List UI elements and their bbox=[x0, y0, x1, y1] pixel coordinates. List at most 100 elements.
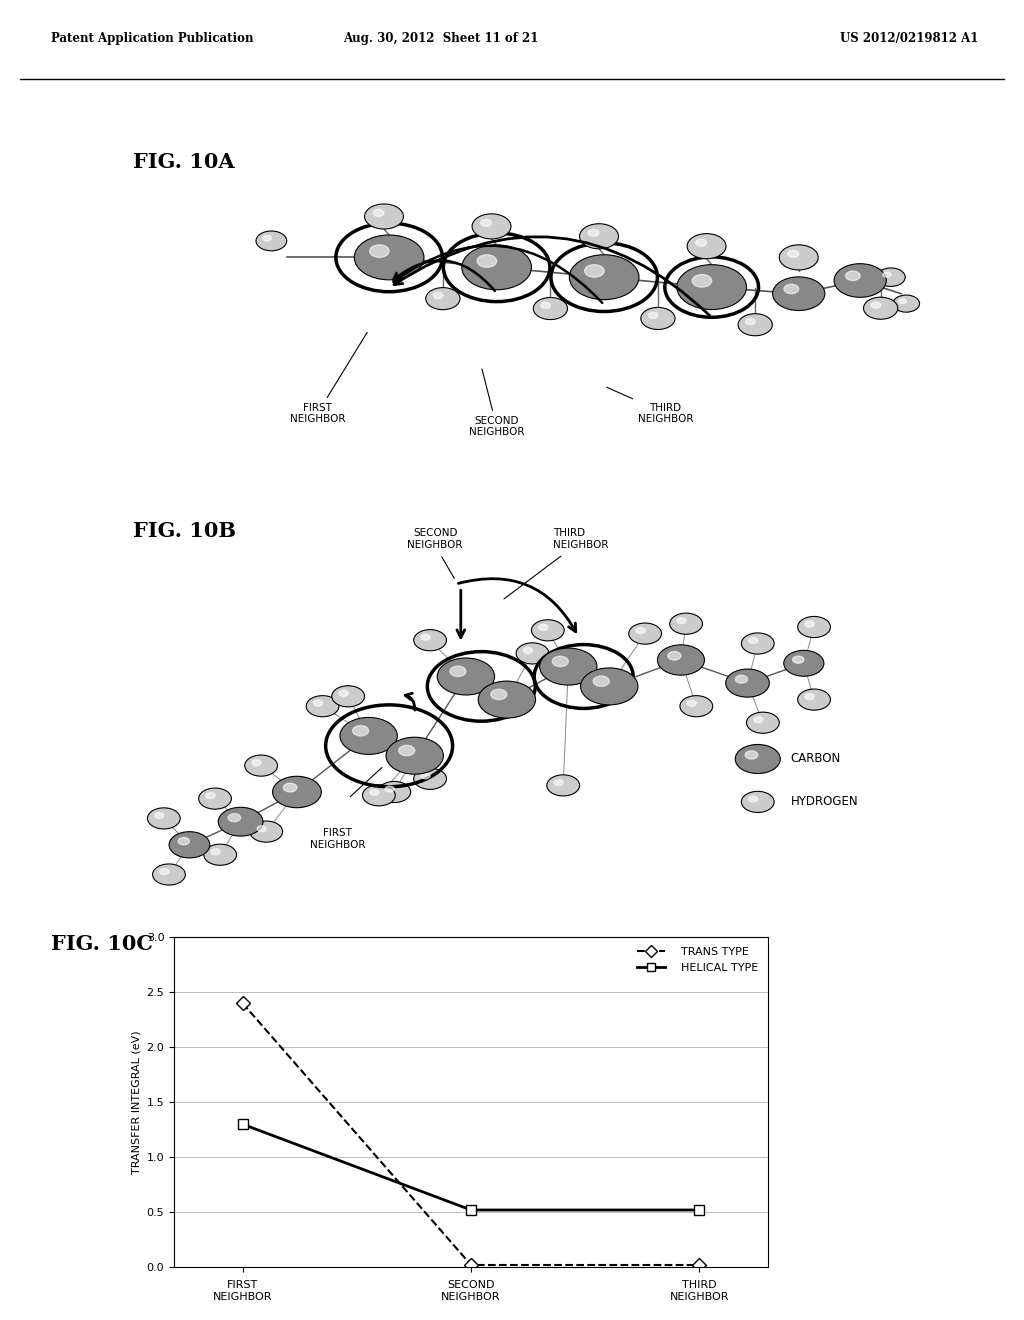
Circle shape bbox=[153, 865, 185, 884]
Text: SECOND
NEIGHBOR: SECOND NEIGHBOR bbox=[469, 370, 524, 437]
Circle shape bbox=[636, 628, 645, 634]
Circle shape bbox=[385, 787, 394, 792]
Circle shape bbox=[462, 244, 531, 290]
Circle shape bbox=[539, 624, 548, 631]
Circle shape bbox=[680, 696, 713, 717]
Text: FIRST
NEIGHBOR: FIRST NEIGHBOR bbox=[290, 333, 368, 424]
Circle shape bbox=[805, 694, 814, 700]
Circle shape bbox=[798, 689, 830, 710]
Circle shape bbox=[677, 618, 686, 624]
Y-axis label: TRANSFER INTEGRAL (eV): TRANSFER INTEGRAL (eV) bbox=[131, 1031, 141, 1173]
Circle shape bbox=[745, 318, 756, 325]
Circle shape bbox=[373, 210, 384, 216]
Circle shape bbox=[252, 760, 261, 766]
Circle shape bbox=[754, 717, 763, 723]
Legend:   TRANS TYPE,   HELICAL TYPE: TRANS TYPE, HELICAL TYPE bbox=[633, 942, 763, 977]
Circle shape bbox=[370, 789, 379, 795]
Circle shape bbox=[670, 612, 702, 635]
Circle shape bbox=[362, 784, 395, 805]
Circle shape bbox=[477, 255, 497, 268]
Text: THIRD
NEIGHBOR: THIRD NEIGHBOR bbox=[553, 528, 608, 549]
Circle shape bbox=[352, 726, 369, 737]
Circle shape bbox=[695, 239, 707, 246]
Circle shape bbox=[534, 297, 567, 319]
Circle shape bbox=[741, 792, 774, 813]
Circle shape bbox=[581, 668, 638, 705]
Circle shape bbox=[478, 681, 536, 718]
Text: SECOND
NEIGHBOR: SECOND NEIGHBOR bbox=[408, 528, 463, 549]
Line:   TRANS TYPE: TRANS TYPE bbox=[238, 998, 705, 1270]
Line:   HELICAL TYPE: HELICAL TYPE bbox=[238, 1119, 705, 1214]
Circle shape bbox=[178, 837, 189, 845]
Circle shape bbox=[554, 780, 563, 785]
Circle shape bbox=[332, 686, 365, 708]
FancyArrowPatch shape bbox=[394, 236, 710, 315]
Circle shape bbox=[687, 234, 726, 259]
Circle shape bbox=[370, 244, 389, 257]
Circle shape bbox=[899, 298, 906, 304]
Circle shape bbox=[523, 648, 532, 653]
Circle shape bbox=[741, 634, 774, 653]
Circle shape bbox=[354, 235, 424, 280]
Circle shape bbox=[677, 264, 746, 309]
Circle shape bbox=[206, 793, 215, 799]
Circle shape bbox=[284, 783, 297, 792]
Text: HYDROGEN: HYDROGEN bbox=[791, 796, 858, 808]
  TRANS TYPE bbox=[237, 995, 249, 1011]
Circle shape bbox=[218, 808, 263, 836]
Circle shape bbox=[657, 645, 705, 675]
FancyArrowPatch shape bbox=[457, 590, 465, 638]
Circle shape bbox=[687, 701, 696, 706]
FancyArrowPatch shape bbox=[393, 260, 495, 290]
Circle shape bbox=[421, 635, 430, 640]
Text: CARBON: CARBON bbox=[791, 752, 841, 766]
Circle shape bbox=[580, 223, 618, 248]
Circle shape bbox=[490, 689, 507, 700]
Circle shape bbox=[784, 284, 799, 293]
Circle shape bbox=[798, 616, 830, 638]
Circle shape bbox=[588, 230, 599, 236]
Circle shape bbox=[593, 676, 609, 686]
Circle shape bbox=[421, 774, 430, 779]
Circle shape bbox=[863, 297, 898, 319]
Text: FIRST
NEIGHBOR: FIRST NEIGHBOR bbox=[310, 829, 366, 850]
Circle shape bbox=[450, 667, 466, 676]
Circle shape bbox=[648, 313, 658, 318]
Circle shape bbox=[883, 272, 891, 277]
Circle shape bbox=[426, 288, 460, 310]
Circle shape bbox=[306, 696, 339, 717]
Circle shape bbox=[531, 620, 564, 640]
Circle shape bbox=[793, 656, 804, 664]
Text: FIG. 10B: FIG. 10B bbox=[133, 521, 237, 541]
Circle shape bbox=[629, 623, 662, 644]
Circle shape bbox=[256, 231, 287, 251]
Circle shape bbox=[749, 638, 758, 644]
Circle shape bbox=[414, 630, 446, 651]
Text: THIRD
NEIGHBOR: THIRD NEIGHBOR bbox=[606, 387, 693, 424]
Text: Patent Application Publication: Patent Application Publication bbox=[51, 32, 254, 45]
Circle shape bbox=[746, 713, 779, 734]
FancyArrowPatch shape bbox=[406, 693, 415, 710]
Circle shape bbox=[893, 296, 920, 313]
Circle shape bbox=[846, 271, 860, 281]
Circle shape bbox=[547, 775, 580, 796]
  TRANS TYPE bbox=[465, 1257, 477, 1272]
Circle shape bbox=[365, 205, 403, 230]
Circle shape bbox=[340, 718, 397, 755]
Circle shape bbox=[805, 622, 814, 627]
Circle shape bbox=[641, 308, 675, 330]
  HELICAL TYPE bbox=[693, 1203, 706, 1218]
Circle shape bbox=[147, 808, 180, 829]
Circle shape bbox=[779, 246, 818, 271]
  HELICAL TYPE bbox=[465, 1203, 477, 1218]
Text: Aug. 30, 2012  Sheet 11 of 21: Aug. 30, 2012 Sheet 11 of 21 bbox=[343, 32, 538, 45]
Circle shape bbox=[155, 813, 164, 818]
Circle shape bbox=[738, 314, 772, 335]
Circle shape bbox=[414, 768, 446, 789]
Circle shape bbox=[735, 676, 748, 684]
Circle shape bbox=[160, 869, 169, 874]
Circle shape bbox=[480, 219, 492, 227]
  TRANS TYPE bbox=[693, 1257, 706, 1272]
Circle shape bbox=[169, 832, 210, 858]
Circle shape bbox=[272, 776, 322, 808]
